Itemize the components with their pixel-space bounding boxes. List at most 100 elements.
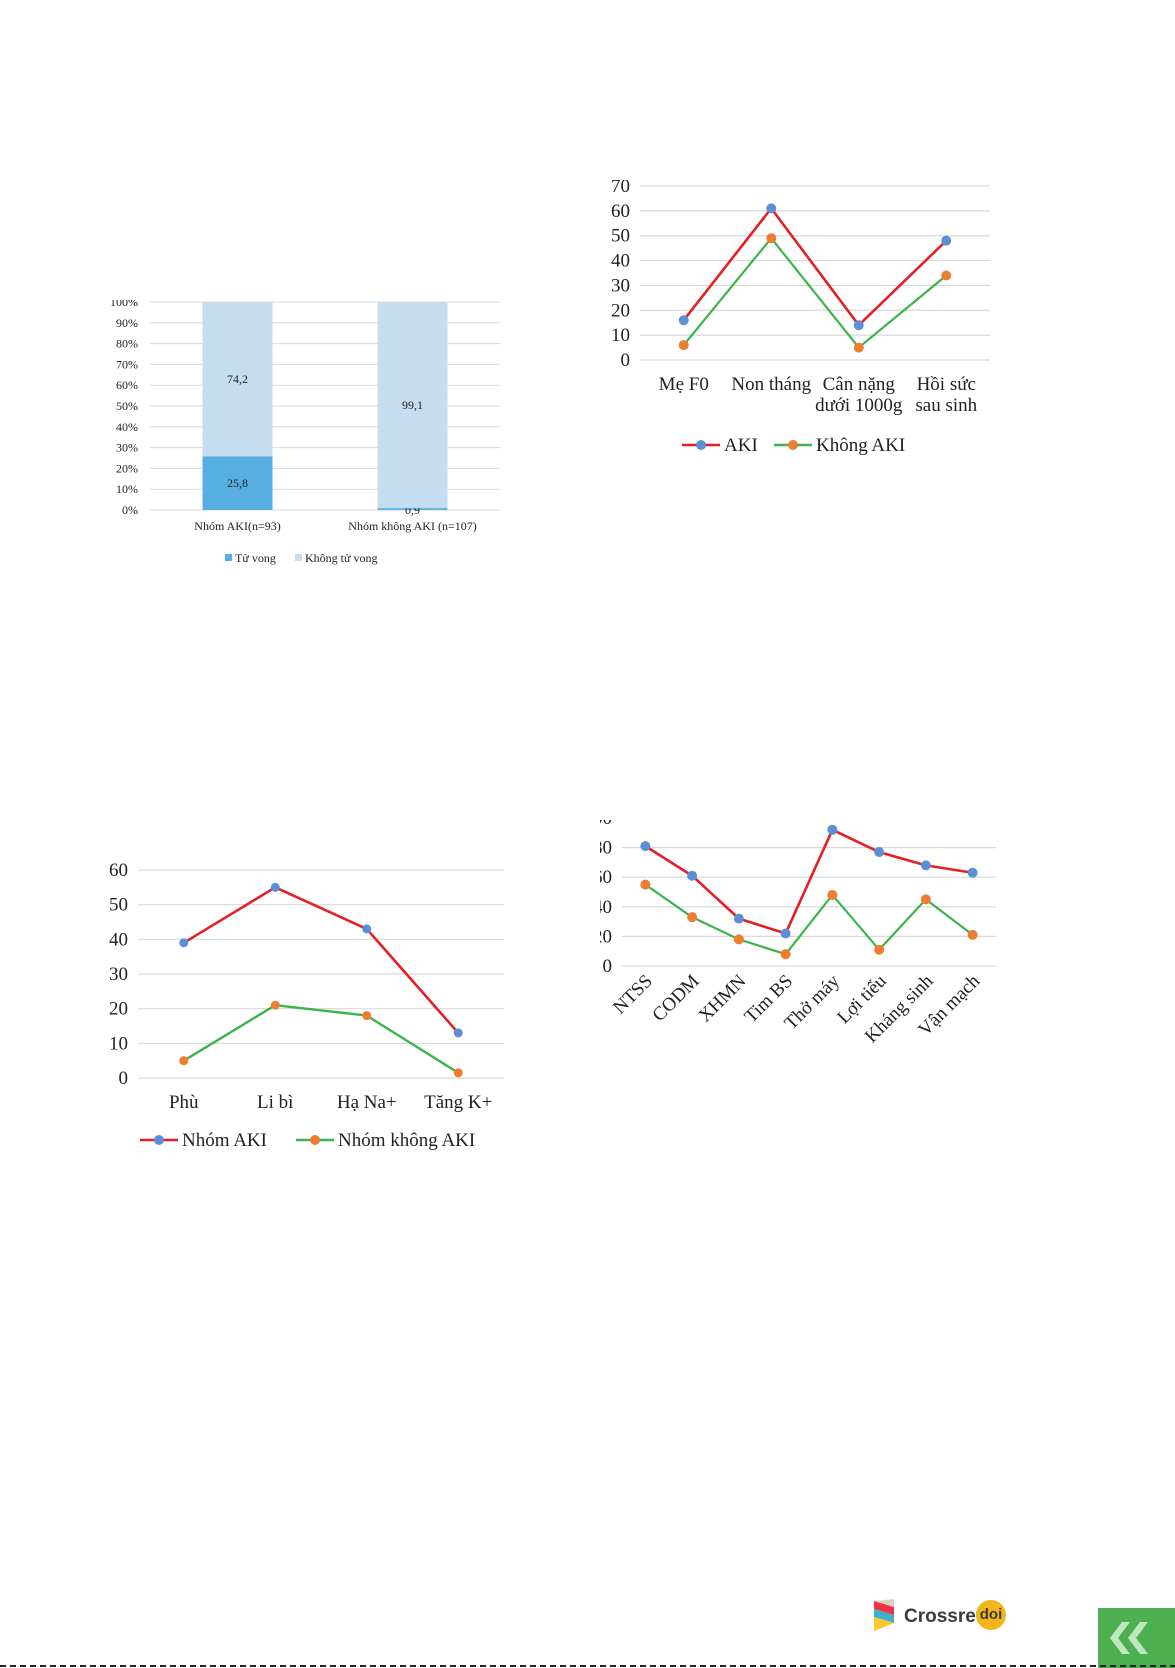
y-tick-label: 40 (109, 929, 128, 950)
y-tick-label: 60% (116, 378, 138, 392)
y-tick-label: 40% (116, 420, 138, 434)
data-point (453, 1068, 463, 1078)
data-point (362, 1011, 372, 1021)
series-line (644, 883, 974, 956)
data-point (874, 847, 885, 858)
x-tick-label: Mẹ F0 (659, 374, 709, 395)
line-chart-clinical-signs: 0 10 20 30 40 50 60 Phù Li bì Hạ Na+ Tăng K+ Nhóm A… (109, 860, 504, 1151)
x-tick-label: Nhóm AKI(n=93) (194, 519, 280, 533)
data-point (678, 315, 689, 326)
data-point (640, 879, 651, 890)
crossref-logo: Crossref doi (872, 1597, 1012, 1637)
y-tick-label: 50 (109, 895, 128, 916)
y-tick-label: 50% (116, 399, 138, 413)
series-line (682, 237, 947, 349)
y-tick-label: 80% (116, 337, 138, 351)
bar-segment (377, 508, 448, 510)
y-tick-label: 30% (116, 441, 138, 455)
legend-label: Không tử vong (305, 551, 378, 565)
legend-marker (788, 440, 798, 450)
crossref-mark-icon (874, 1599, 894, 1631)
data-point (941, 235, 952, 246)
data-point (640, 841, 651, 852)
x-tick-label: Nhóm không AKI (n=107) (348, 519, 476, 533)
y-tick-label: 30 (109, 964, 128, 985)
legend-swatch (225, 554, 232, 561)
series-line (183, 1003, 459, 1074)
legend-marker (696, 440, 706, 450)
data-point (780, 949, 791, 960)
y-tick-label: 80 (600, 838, 612, 859)
legend-label: Nhóm AKI (182, 1130, 267, 1151)
data-point (766, 233, 777, 244)
y-tick-label: 60 (611, 201, 630, 222)
y-tick-label: 20 (611, 300, 630, 321)
page-bottom-rule (0, 1665, 1175, 1667)
y-tick-label: 10% (116, 482, 138, 496)
back-tab[interactable] (1098, 1608, 1175, 1668)
legend-swatch (295, 554, 302, 561)
legend-marker (310, 1135, 320, 1145)
data-label: 74,2 (227, 372, 248, 386)
y-tick-label: 10 (611, 325, 630, 346)
data-point (270, 882, 280, 892)
y-tick-label: 20 (109, 999, 128, 1020)
series-line (682, 207, 948, 327)
series-line (183, 886, 460, 1034)
x-tick-label: Hồi sức (917, 374, 976, 395)
y-tick-label: 40 (600, 897, 612, 918)
legend-label: Tử vong (235, 551, 276, 565)
y-tick-label: 50 (611, 226, 630, 247)
data-point (920, 894, 931, 905)
data-point (766, 203, 777, 214)
y-tick-label: 60 (600, 867, 612, 888)
legend-marker (154, 1135, 164, 1145)
y-tick-label: 20 (600, 926, 612, 947)
x-tick-label: XHMN (695, 970, 751, 1026)
y-tick-label: 30 (611, 275, 630, 296)
legend-label: Nhóm không AKI (338, 1130, 475, 1151)
stacked-bar-chart-mortality: 0% 10% 20% 30% 40% 50% 60% 70% 80% 90% 100% 25,8 74,… (110, 300, 500, 565)
data-point (874, 944, 885, 955)
data-point (967, 929, 978, 940)
y-tick-label: 20% (116, 461, 138, 475)
x-tick-label: Cân nặng (823, 374, 896, 395)
data-point (453, 1028, 463, 1038)
data-point (853, 342, 864, 353)
data-point (941, 270, 952, 281)
y-tick-label: 0 (603, 956, 613, 977)
y-tick-label: 100% (110, 300, 138, 309)
data-point (853, 320, 864, 331)
bar-segment (202, 302, 273, 457)
line-chart-risk-factors: 0 10 20 30 40 50 60 70 Mẹ F0 Non tháng Cân nặngdướ… (611, 180, 990, 456)
y-tick-label: 0% (122, 503, 138, 517)
y-tick-label: 0 (621, 350, 631, 371)
data-label: 25,8 (227, 476, 248, 490)
series-line (644, 828, 973, 935)
data-point (270, 1000, 280, 1010)
y-tick-label: 100 (600, 820, 612, 829)
y-tick-label: 40 (611, 251, 630, 272)
data-point (678, 340, 689, 351)
bar-segment (202, 456, 273, 510)
data-point (733, 934, 744, 945)
y-tick-label: 70 (611, 180, 630, 197)
x-tick-label: Non tháng (731, 374, 811, 395)
crossref-wordmark: Crossref (904, 1606, 983, 1627)
data-point (827, 824, 838, 835)
data-point (967, 867, 978, 878)
data-label: 99,1 (402, 398, 423, 412)
bar-segment (377, 302, 448, 509)
data-point (179, 1056, 189, 1066)
data-point (179, 938, 189, 948)
x-tick-label: dưới 1000g (815, 395, 903, 416)
x-tick-label: Phù (169, 1092, 199, 1113)
data-point (920, 860, 931, 871)
legend-label: AKI (724, 435, 758, 456)
y-tick-label: 60 (109, 860, 128, 881)
data-point (780, 928, 791, 939)
y-tick-label: 0 (119, 1068, 129, 1089)
x-tick-label: CODM (648, 971, 703, 1026)
x-tick-label: Hạ Na+ (337, 1092, 397, 1113)
